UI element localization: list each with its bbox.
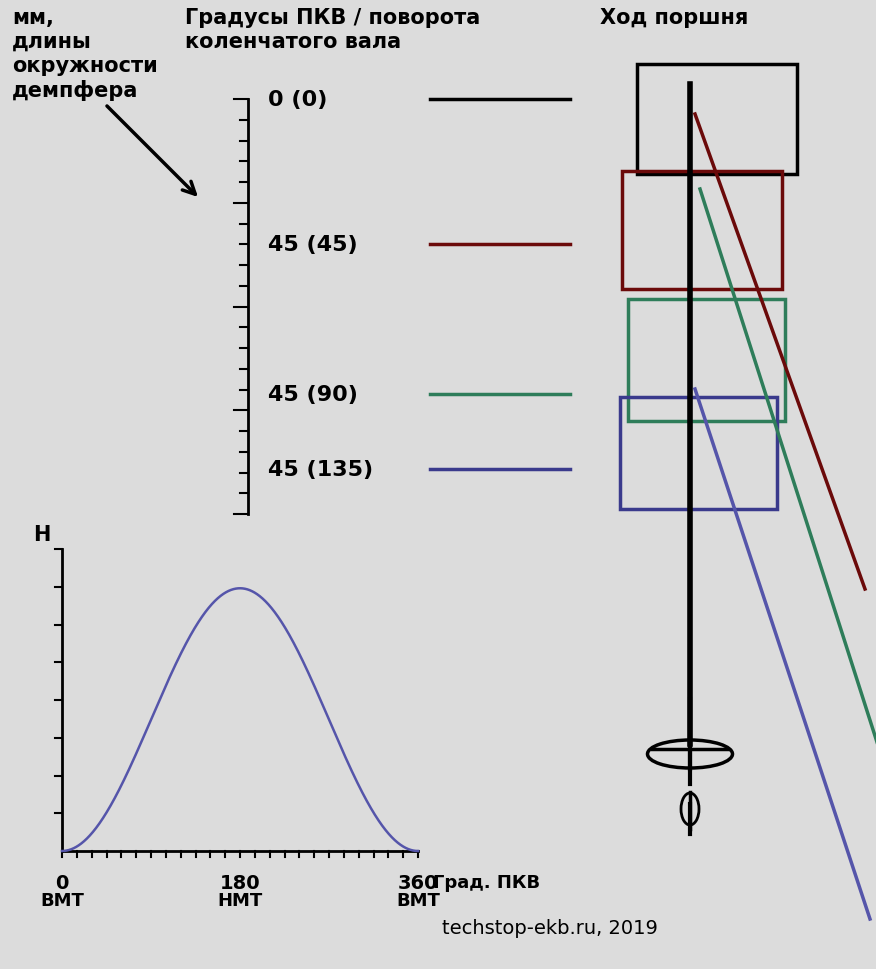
Text: Градусы ПКВ / поворота: Градусы ПКВ / поворота [185,8,480,28]
Text: techstop-ekb.ru, 2019: techstop-ekb.ru, 2019 [442,918,658,937]
Text: длины: длины [12,32,92,52]
Text: НМТ: НМТ [217,891,263,909]
Bar [620,397,777,510]
Text: демпфера: демпфера [12,79,138,101]
Text: мм,: мм, [12,8,54,28]
Text: Ход поршня: Ход поршня [600,8,748,28]
Text: окружности: окружности [12,56,158,76]
Bar [622,172,782,290]
Text: 180: 180 [220,873,260,892]
Bar [637,65,797,174]
Text: 45 (135): 45 (135) [268,459,373,480]
Text: 360: 360 [398,873,438,892]
Text: ВМТ: ВМТ [396,891,440,909]
Bar [628,299,785,422]
Text: 0 (0): 0 (0) [268,90,328,109]
Text: Град. ПКВ: Град. ПКВ [433,873,540,891]
Text: ВМТ: ВМТ [40,891,84,909]
Text: 45 (45): 45 (45) [268,234,357,255]
Text: коленчатого вала: коленчатого вала [185,32,401,52]
Text: 45 (90): 45 (90) [268,385,358,405]
Text: 0: 0 [55,873,68,892]
Text: Н: Н [33,524,51,545]
